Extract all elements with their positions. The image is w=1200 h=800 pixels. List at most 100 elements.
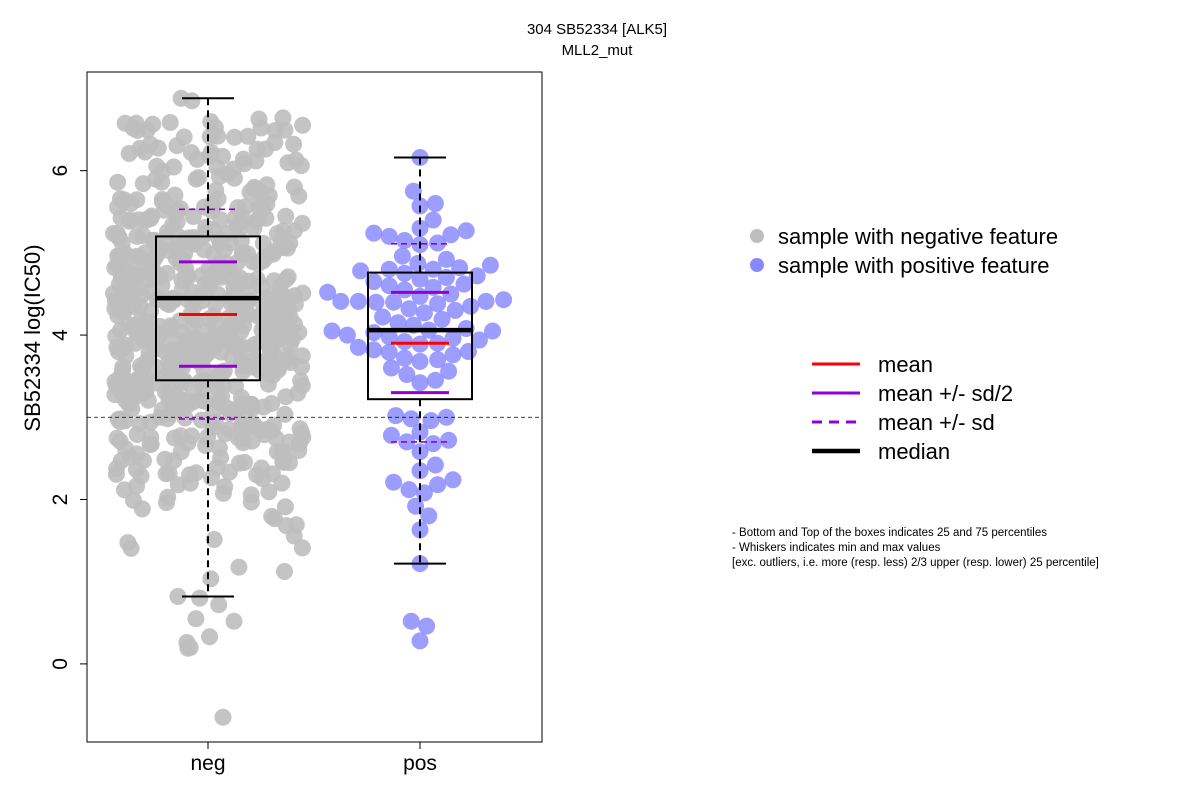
pos-point xyxy=(349,338,367,356)
neg-point xyxy=(169,588,187,605)
pos-point xyxy=(481,256,499,274)
neg-point xyxy=(156,450,174,468)
neg-point xyxy=(203,202,221,220)
neg-point xyxy=(279,300,297,318)
neg-point xyxy=(192,349,209,367)
neg-point xyxy=(240,272,258,290)
neg-point xyxy=(203,469,220,487)
neg-box xyxy=(155,235,261,382)
neg-point xyxy=(193,411,210,429)
neg-point xyxy=(117,295,135,312)
pos-point xyxy=(415,304,433,322)
pos-point xyxy=(411,352,429,370)
pos-point xyxy=(396,232,414,249)
pos-point xyxy=(365,341,383,359)
pos-point xyxy=(440,431,458,449)
neg-point xyxy=(129,374,147,392)
y-axis-label: SB52334 log(IC50) xyxy=(20,244,45,431)
neg-point xyxy=(281,336,299,354)
neg-point xyxy=(142,323,160,341)
neg-point xyxy=(262,326,280,344)
neg-point xyxy=(206,413,224,431)
neg-point xyxy=(285,178,303,196)
neg-point xyxy=(179,639,197,657)
neg-point xyxy=(168,202,186,220)
neg-point xyxy=(277,388,295,406)
neg-point xyxy=(176,231,194,248)
neg-point xyxy=(258,195,276,213)
neg-point xyxy=(183,92,201,110)
pos-point xyxy=(389,314,407,332)
neg-point xyxy=(109,173,127,191)
neg-point xyxy=(263,507,281,525)
pos-point xyxy=(332,292,350,310)
pos-point xyxy=(484,322,502,340)
neg-point xyxy=(185,298,203,315)
neg-point xyxy=(111,247,129,265)
box-layer xyxy=(155,97,473,598)
neg-point xyxy=(225,612,243,630)
neg-point xyxy=(214,708,232,726)
neg-point xyxy=(162,341,180,359)
neg-point xyxy=(249,210,267,228)
neg-point xyxy=(136,143,154,161)
axes: 0 2 4 6 neg pos xyxy=(49,71,543,775)
neg-point xyxy=(128,426,146,443)
pos-point xyxy=(411,374,429,392)
neg-point xyxy=(182,144,200,162)
neg-point xyxy=(230,454,248,472)
neg-point xyxy=(226,128,243,146)
neg-point xyxy=(105,225,122,242)
neg-point xyxy=(205,531,223,548)
neg-point xyxy=(113,362,131,380)
x-tick-label: neg xyxy=(190,752,225,775)
neg-point xyxy=(132,357,150,375)
neg-point xyxy=(142,210,160,227)
y-tick-label: 4 xyxy=(49,329,72,341)
neg-point xyxy=(172,427,190,445)
neg-point xyxy=(294,284,312,302)
neg-point xyxy=(242,486,260,504)
neg-point xyxy=(294,116,312,134)
pos-point xyxy=(426,195,444,212)
pos-point xyxy=(380,328,398,346)
neg-point xyxy=(191,589,209,607)
neg-point xyxy=(200,260,218,278)
neg-point xyxy=(210,365,228,383)
neg-point xyxy=(287,516,305,534)
pos-point xyxy=(420,507,438,525)
neg-point xyxy=(124,119,142,137)
pos-point xyxy=(400,300,418,318)
pos-point xyxy=(380,227,398,245)
neg-point xyxy=(134,175,152,193)
neg-point xyxy=(275,449,293,467)
pos-point xyxy=(411,270,429,288)
neg-point xyxy=(293,539,311,557)
pos-point xyxy=(396,333,414,351)
neg-point xyxy=(125,263,143,281)
pos-point xyxy=(424,211,442,229)
pos-point xyxy=(409,255,427,272)
neg-point xyxy=(144,115,162,133)
neg-point xyxy=(252,119,270,137)
neg-point xyxy=(224,160,242,178)
neg-point xyxy=(293,377,311,395)
neg-point xyxy=(179,269,197,286)
neg-point xyxy=(276,121,294,139)
neg-point xyxy=(195,241,213,259)
neg-point xyxy=(134,452,152,470)
pos-point xyxy=(398,366,416,383)
neg-point xyxy=(161,242,179,260)
pos-point xyxy=(387,407,405,425)
legend-point-label: sample with negative feature xyxy=(778,224,1058,249)
chart-subtitle: MLL2_mut xyxy=(562,42,634,59)
pos-point xyxy=(470,331,488,349)
pos-point xyxy=(380,260,398,278)
neg-point xyxy=(187,170,205,188)
pos-point xyxy=(411,462,429,480)
neg-point xyxy=(201,628,219,646)
neg-point xyxy=(279,268,297,286)
legend: sample with negative feature sample with … xyxy=(750,224,1058,464)
neg-point xyxy=(214,484,232,502)
